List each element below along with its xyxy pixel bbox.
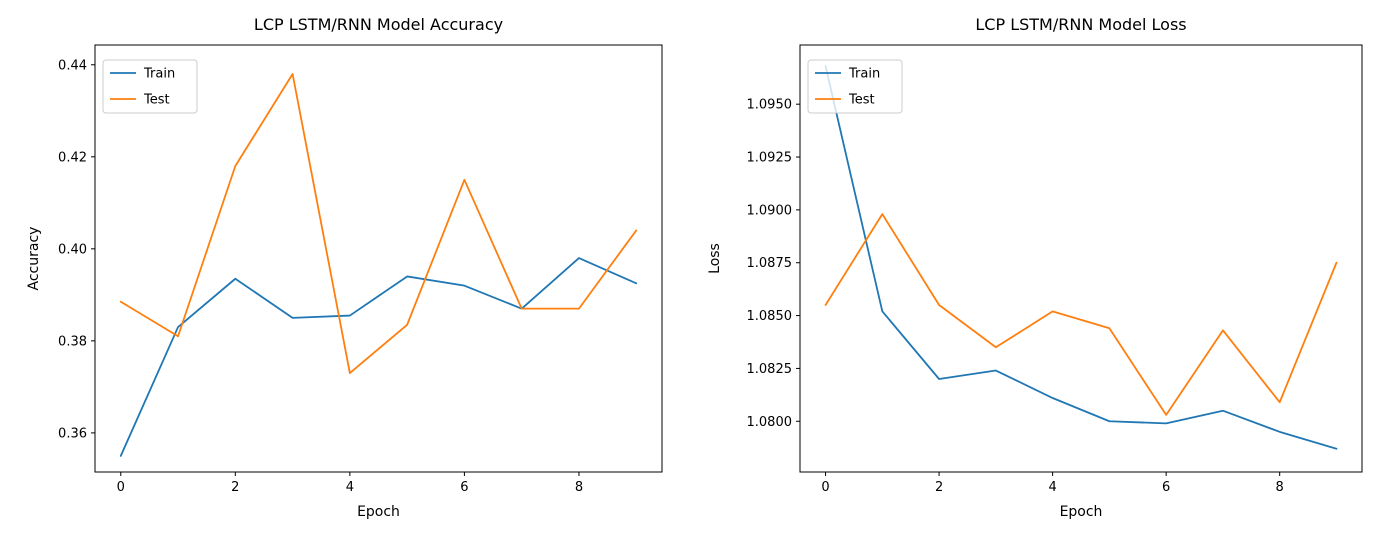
x-tick-label: 6 (460, 480, 468, 495)
series-line-train (824, 65, 1338, 450)
loss-figure: 0 2 4 6 8 1.0800 1.0825 1.0850 1.0875 1.0900 1.092… (694, 0, 1387, 544)
plot-border (799, 44, 1363, 473)
y-tick-label: 0.38 (58, 334, 87, 349)
x-axis-label: Epoch (357, 504, 400, 520)
x-tick-label: 8 (575, 480, 583, 495)
x-tick-label: 2 (231, 480, 239, 495)
y-axis-label: Loss (707, 243, 723, 274)
legend-label-test: Test (143, 93, 170, 108)
y-tick-label: 0.40 (58, 242, 87, 257)
y-tick-label: 1.0875 (747, 256, 793, 271)
y-tick-label: 0.36 (58, 426, 87, 441)
series-line-test (824, 213, 1338, 416)
chart-title: LCP LSTM/RNN Model Loss (975, 15, 1186, 34)
x-tick-label: 2 (935, 480, 943, 495)
series-line-train (119, 257, 638, 457)
y-tick-label: 1.0900 (747, 203, 793, 218)
y-tick-label: 1.0850 (747, 309, 793, 324)
x-tick-label: 4 (1048, 480, 1056, 495)
legend-label-train: Train (143, 67, 175, 82)
y-tick-label: 1.0925 (747, 151, 793, 166)
legend: Train Test (102, 59, 198, 114)
y-tick-label: 1.0800 (747, 415, 793, 430)
legend-label-train: Train (848, 67, 880, 82)
legend-label-test: Test (848, 93, 875, 108)
y-tick-label: 1.0950 (747, 98, 793, 113)
accuracy-chart: 0 2 4 6 8 0.36 0.38 0.40 0.42 0.44 LCP LSTM/RNN Mo… (26, 15, 663, 520)
plot-border (94, 44, 663, 473)
y-tick-label: 1.0825 (747, 362, 793, 377)
x-tick-label: 4 (346, 480, 354, 495)
y-tick-label: 0.44 (58, 58, 87, 73)
y-axis-label: Accuracy (26, 227, 42, 291)
x-tick-label: 6 (1162, 480, 1170, 495)
series-line-test (119, 73, 638, 374)
chart-title: LCP LSTM/RNN Model Accuracy (254, 15, 503, 34)
x-tick-label: 0 (821, 480, 829, 495)
x-axis-label: Epoch (1060, 504, 1103, 520)
legend: Train Test (807, 59, 903, 114)
accuracy-figure: 0 2 4 6 8 0.36 0.38 0.40 0.42 0.44 LCP LSTM/RNN Mo… (0, 0, 693, 544)
x-tick-label: 8 (1276, 480, 1284, 495)
loss-chart: 0 2 4 6 8 1.0800 1.0825 1.0850 1.0875 1.0900 1.092… (707, 15, 1363, 520)
y-tick-label: 0.42 (58, 150, 87, 165)
x-tick-label: 0 (117, 480, 125, 495)
